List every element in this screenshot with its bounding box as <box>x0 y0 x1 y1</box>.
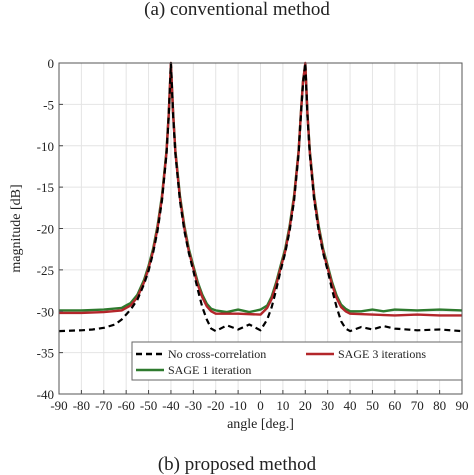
y-tick-label: -20 <box>37 222 54 237</box>
x-tick-label: -50 <box>140 398 157 413</box>
x-tick-label: -30 <box>185 398 202 413</box>
y-tick-label: -5 <box>43 97 54 112</box>
y-tick-label: -15 <box>37 180 54 195</box>
x-tick-label: 0 <box>257 398 264 413</box>
x-tick-label: 50 <box>366 398 379 413</box>
plot-frame <box>58 62 463 395</box>
x-axis-label: angle [deg.] <box>227 417 294 432</box>
legend-label: SAGE 1 iteration <box>168 363 251 377</box>
x-tick-label: -60 <box>117 398 134 413</box>
legend: No cross-correlation SAGE 3 iterations SAG… <box>131 341 463 381</box>
x-tick-label: 40 <box>344 398 357 413</box>
x-tick-label: 70 <box>411 398 424 413</box>
x-tick-label: 20 <box>299 398 312 413</box>
y-tick-label: -30 <box>37 304 54 319</box>
x-tick-label: -20 <box>207 398 224 413</box>
series-group <box>58 61 463 333</box>
y-tick-label: -35 <box>37 346 54 361</box>
y-axis-label: magnitude [dB] <box>9 184 24 272</box>
x-tick-label: 80 <box>433 398 446 413</box>
y-tick-label: -25 <box>37 263 54 278</box>
x-tick-label: -40 <box>162 398 179 413</box>
x-tick-label: 30 <box>321 398 334 413</box>
x-tick-label: -10 <box>229 398 246 413</box>
x-tick-label: 90 <box>456 398 469 413</box>
axes: -90 -80 -70 -60 -50 -40 -30 -20 -10 0 10 20 30 40 50 60… <box>37 56 469 413</box>
x-tick-label: -90 <box>50 398 67 413</box>
y-tick-label: -40 <box>37 387 54 402</box>
x-tick-label: -70 <box>95 398 112 413</box>
legend-box <box>131 341 463 381</box>
bottom-figure-caption: (b) proposed method <box>157 454 317 475</box>
x-tick-label: 60 <box>388 398 401 413</box>
x-tick-label: -80 <box>73 398 90 413</box>
legend-label: SAGE 3 iterations <box>338 347 426 361</box>
y-tick-label: 0 <box>48 56 55 71</box>
y-tick-label: -10 <box>37 139 54 154</box>
top-figure-caption: (a) conventional method <box>144 0 330 20</box>
legend-label: No cross-correlation <box>168 347 266 361</box>
x-tick-label: 10 <box>276 398 289 413</box>
